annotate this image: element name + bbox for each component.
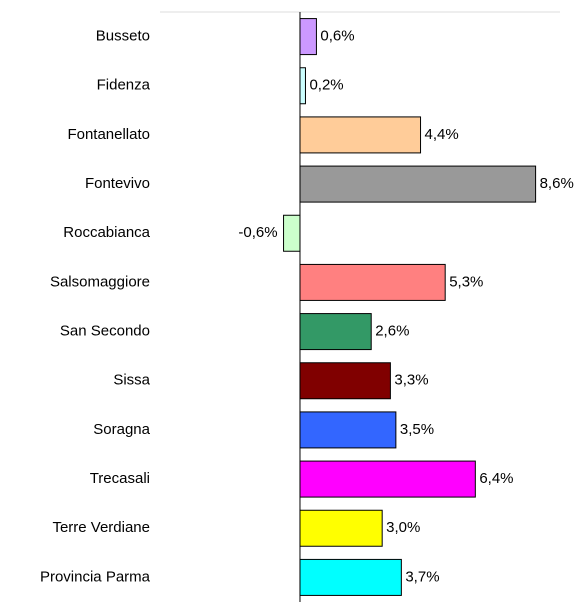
bar — [299, 67, 306, 105]
bar — [283, 214, 301, 252]
value-label: -0,6% — [238, 224, 277, 241]
bar — [299, 116, 422, 154]
value-label: 8,6% — [540, 175, 574, 192]
bar — [299, 411, 397, 449]
bar — [299, 509, 383, 547]
bar — [299, 263, 446, 301]
bar — [299, 18, 317, 56]
category-label: Fontanellato — [67, 126, 150, 143]
value-label: 2,6% — [375, 323, 409, 340]
category-label: Soragna — [93, 421, 150, 438]
value-label: 4,4% — [425, 126, 459, 143]
bar — [299, 558, 402, 596]
category-label: Sissa — [113, 372, 150, 389]
bar — [299, 460, 476, 498]
category-label: Fidenza — [97, 77, 151, 94]
value-label: 6,4% — [479, 470, 513, 487]
value-label: 3,0% — [386, 519, 420, 536]
value-label: 5,3% — [449, 273, 483, 290]
bar — [299, 313, 372, 351]
bar — [299, 165, 537, 203]
category-label: Busseto — [96, 28, 150, 45]
bar — [299, 362, 391, 400]
value-label: 3,7% — [405, 568, 439, 585]
category-label: Fontevivo — [85, 175, 150, 192]
category-label: Provincia Parma — [40, 568, 151, 585]
category-label: San Secondo — [60, 323, 150, 340]
category-label: Terre Verdiane — [52, 519, 150, 536]
value-label: 0,2% — [309, 77, 343, 94]
value-label: 3,5% — [400, 421, 434, 438]
category-label: Trecasali — [90, 470, 150, 487]
category-label: Salsomaggiore — [50, 273, 150, 290]
value-label: 3,3% — [394, 372, 428, 389]
value-label: 0,6% — [320, 28, 354, 45]
category-label: Roccabianca — [63, 224, 150, 241]
